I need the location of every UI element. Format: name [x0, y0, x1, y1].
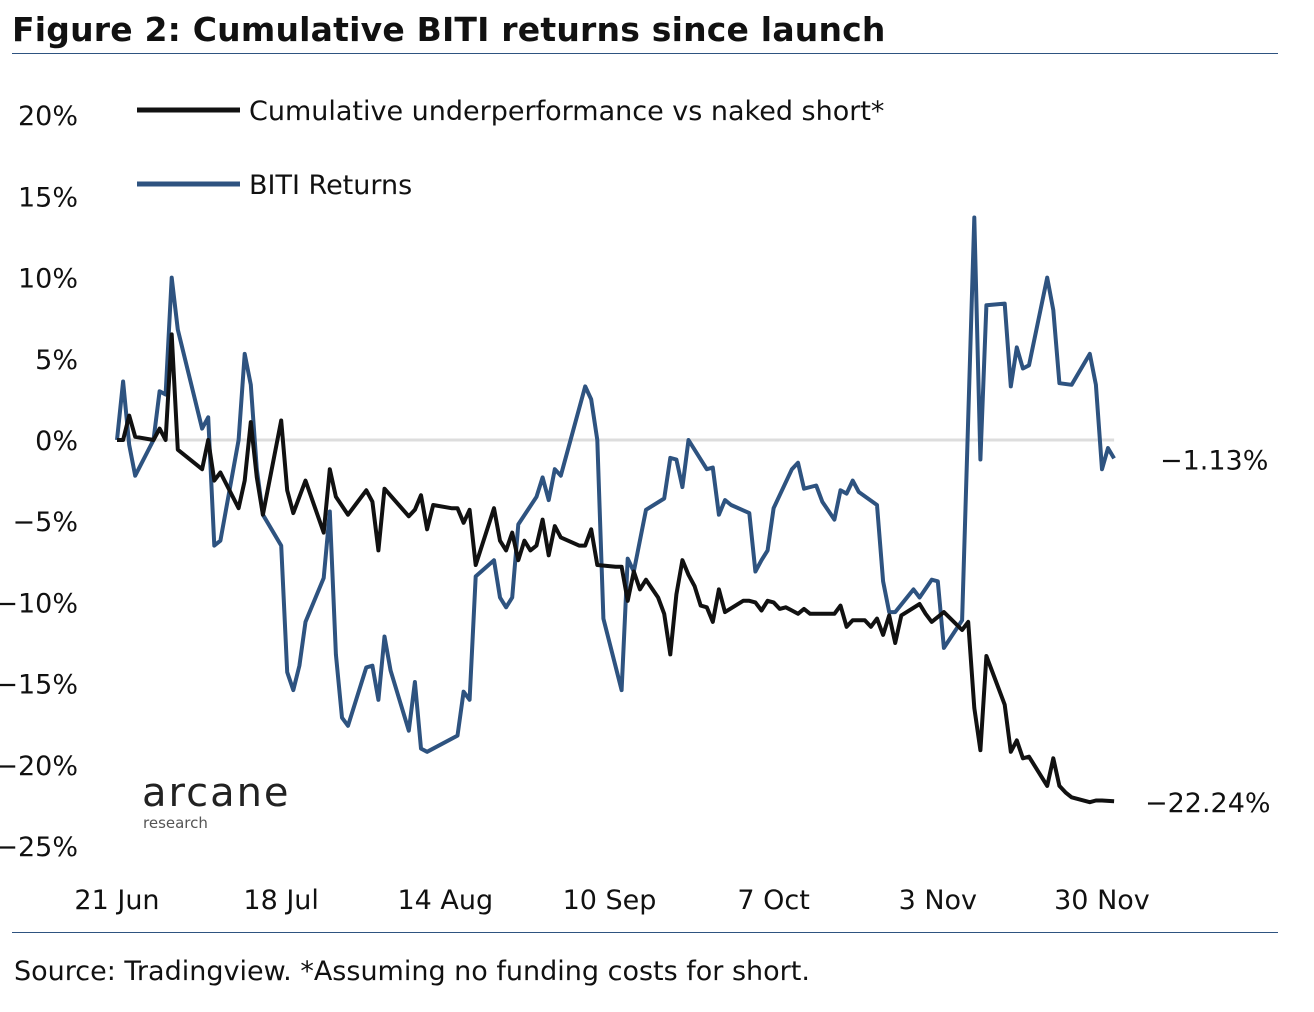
x-tick-label: 21 Jun — [74, 885, 159, 916]
y-tick-label: −25% — [0, 832, 78, 863]
y-tick-label: 20% — [18, 101, 78, 132]
x-tick-label: 18 Jul — [243, 885, 319, 916]
series-lines — [115, 215, 1116, 805]
y-tick-label: 0% — [35, 426, 78, 457]
y-tick-label: −15% — [0, 670, 78, 701]
y-tick-label: −10% — [0, 588, 78, 619]
x-tick-label: 7 Oct — [737, 885, 809, 916]
legend-label-underperformance: Cumulative underperformance vs naked sho… — [249, 96, 884, 127]
y-tick-label: −20% — [0, 751, 78, 782]
legend-label-biti: BITI Returns — [249, 170, 412, 201]
logo-subtitle: research — [143, 814, 208, 832]
legend: Cumulative underperformance vs naked sho… — [137, 96, 884, 201]
x-tick-label: 14 Aug — [397, 885, 493, 916]
logo-wordmark: arcane — [142, 770, 291, 816]
y-tick-label: 10% — [18, 264, 78, 295]
x-tick-label: 30 Nov — [1054, 885, 1150, 916]
title-divider — [12, 53, 1278, 54]
chart-title: Figure 2: Cumulative BITI returns since … — [12, 10, 886, 49]
end-label-underperformance: −22.24% — [1145, 788, 1271, 819]
footer-divider — [12, 932, 1278, 933]
end-labels: −1.13% −22.24% — [1145, 445, 1271, 819]
y-tick-label: 5% — [35, 345, 78, 376]
arcane-logo: arcane research — [142, 770, 291, 832]
x-tick-label: 10 Sep — [563, 885, 657, 916]
series-line-underperformance — [117, 332, 1115, 805]
x-tick-label: 3 Nov — [899, 885, 977, 916]
end-label-biti-returns: −1.13% — [1160, 445, 1268, 476]
series-line-biti-returns — [115, 215, 1116, 754]
y-axis-ticks: 20% 15% 10% 5% 0% −5% −10% −15% −20% −25% — [0, 101, 78, 863]
source-note: Source: Tradingview. *Assuming no fundin… — [14, 956, 810, 987]
x-axis-ticks: 21 Jun 18 Jul 14 Aug 10 Sep 7 Oct 3 Nov 30 Nov — [74, 885, 1149, 916]
y-tick-label: −5% — [13, 507, 78, 538]
y-tick-label: 15% — [18, 182, 78, 213]
